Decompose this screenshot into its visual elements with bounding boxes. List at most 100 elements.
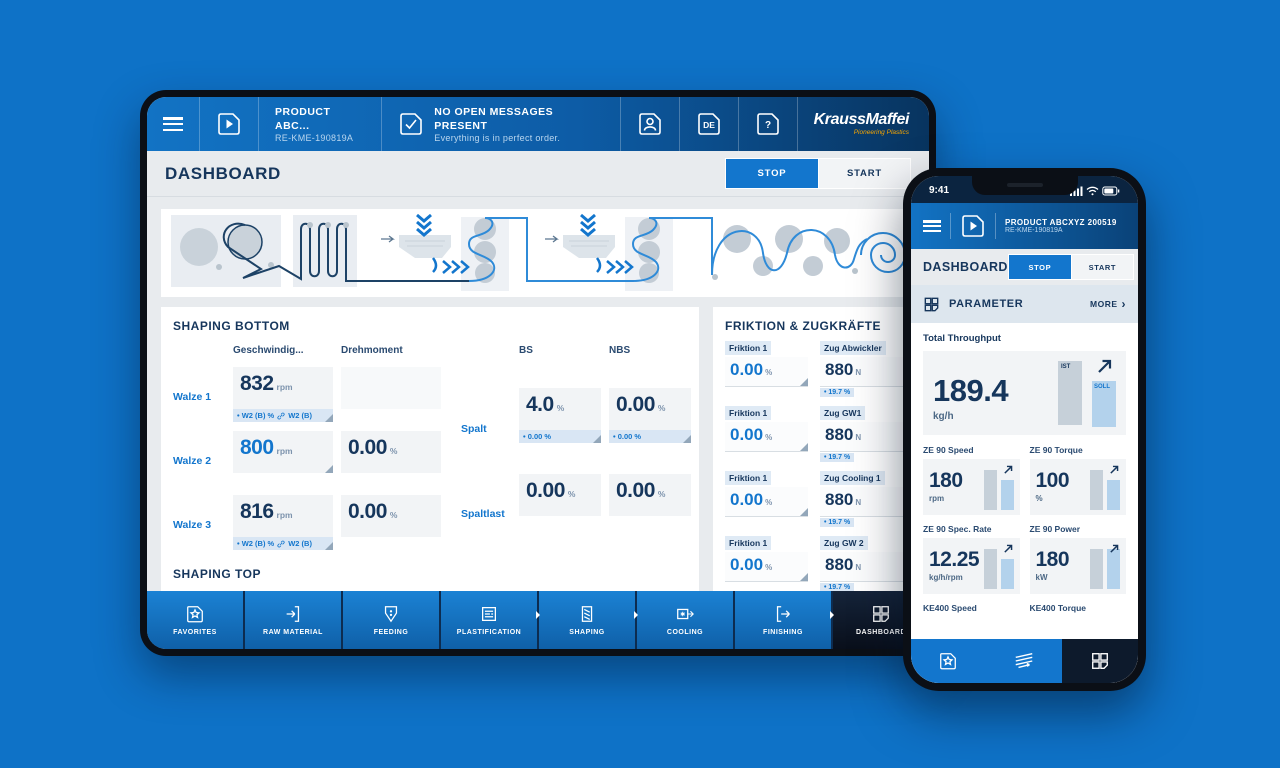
feeding-icon: [384, 606, 398, 623]
badge-text: • W2 (B) %: [237, 411, 275, 420]
value-cell: 816 rpm • W2 (B) % W2 (B): [233, 495, 333, 553]
friktion-value-field[interactable]: 0.00%: [725, 552, 808, 582]
setpoint-badge: • 19.7 %: [820, 518, 855, 527]
metric-unit: kW: [1035, 573, 1048, 582]
tablet-header: PRODUCT ABC... RE-KME-190819A NO OPEN ME…: [147, 97, 929, 151]
badge-text: • 0.00 %: [613, 432, 642, 442]
nav-label: FEEDING: [373, 629, 409, 636]
status-time: 9:41: [929, 185, 950, 196]
help-icon: ?: [756, 113, 779, 135]
unit: %: [765, 433, 773, 442]
speed-value-field[interactable]: 816 rpm: [233, 495, 333, 537]
unit: %: [765, 563, 773, 572]
stop-button[interactable]: STOP: [1008, 255, 1071, 279]
nav-item-finishing[interactable]: FINISHING: [735, 591, 834, 649]
setpoint-badge: • 19.7 %: [820, 388, 855, 397]
nav-item-feeding[interactable]: FEEDING: [343, 591, 439, 649]
card-label: Zug GW1: [820, 406, 866, 420]
metric-unit: %: [1035, 494, 1043, 503]
menu-button[interactable]: [147, 97, 200, 151]
nav-item-raw-material[interactable]: RAW MATERIAL: [245, 591, 341, 649]
ist-label: IST: [1061, 364, 1071, 370]
dashboard-grid-icon: [873, 606, 889, 622]
battery-icon: [1102, 186, 1120, 195]
shaping-bottom-title: SHAPING BOTTOM: [173, 319, 290, 333]
product-info[interactable]: PRODUCT ABC... RE-KME-190819A: [259, 97, 383, 151]
help-button[interactable]: ?: [737, 97, 797, 151]
nav-item-shaping[interactable]: SHAPING: [539, 591, 638, 649]
user-button[interactable]: [619, 97, 679, 151]
unit: N: [855, 433, 862, 442]
language-icon: DE: [697, 113, 720, 135]
trend-arrow-icon: [1003, 544, 1012, 553]
nav-item-plastification[interactable]: PLASTIFICATION: [441, 591, 540, 649]
throughput-unit: kg/h: [933, 411, 954, 422]
bs-value-field[interactable]: 4.0%: [519, 388, 601, 431]
phone-nav-main: [911, 639, 1063, 683]
speed-value-field[interactable]: 832 rpm: [233, 367, 333, 409]
messages-status[interactable]: NO OPEN MESSAGES PRESENT Everything is i…: [382, 97, 619, 151]
product-info[interactable]: PRODUCT ABCXYZ 200519 RE-KME-190819A: [1005, 218, 1117, 234]
bs-value-field: 0.00%: [519, 473, 601, 516]
metric-label: KE400 Torque: [1029, 603, 1087, 613]
divider: [950, 213, 951, 239]
stop-button[interactable]: STOP: [726, 159, 818, 188]
metric-value: 100: [1035, 469, 1070, 492]
nav-item-cooling[interactable]: COOLING: [637, 591, 733, 649]
nav-item-favorites[interactable]: [938, 651, 958, 671]
setpoint-badge: • W2 (B) % W2 (B): [233, 537, 333, 550]
nav-item-favorites[interactable]: FAVORITES: [147, 591, 243, 649]
metric-label: ZE 90 Torque: [1029, 445, 1083, 455]
more-button[interactable]: MORE ›: [1090, 298, 1126, 310]
machine-play-icon[interactable]: [960, 213, 986, 239]
hamburger-icon[interactable]: [923, 220, 941, 232]
parameter-row[interactable]: PARAMETER MORE ›: [911, 285, 1138, 323]
link-icon: [277, 540, 285, 547]
dashboard-grid-icon: [1092, 653, 1109, 669]
friktion-value-field[interactable]: 0.00%: [725, 487, 808, 517]
walze-table: Geschwindig... Drehmoment Walze 1 832 rpm…: [173, 341, 441, 553]
language-button[interactable]: DE: [678, 97, 738, 151]
value-cell: 0.00%: [341, 495, 441, 553]
start-button[interactable]: START: [818, 159, 910, 188]
unit: %: [657, 488, 666, 499]
metric-card: ZE 90 Torque 100%: [1029, 445, 1126, 515]
value: 4.0: [526, 393, 554, 417]
tablet-bottom-nav: FAVORITES RAW MATERIAL FEEDING PLASTIFIC…: [147, 591, 929, 649]
nav-item-shaping[interactable]: [1013, 651, 1035, 671]
friktion-value-field[interactable]: 0.00%: [725, 422, 808, 452]
row-label: Spalt: [461, 422, 487, 435]
machine-button[interactable]: [200, 97, 259, 151]
nav-item-dashboard[interactable]: [1062, 639, 1138, 683]
trend-arrow-icon: [1110, 544, 1119, 553]
metric-value: 12.25: [929, 548, 980, 571]
chevron-right-icon: ›: [1121, 297, 1126, 311]
start-button[interactable]: START: [1070, 255, 1133, 279]
speed-value-field[interactable]: 800 rpm: [233, 431, 333, 473]
setpoint-badge: • 19.7 %: [820, 583, 855, 592]
run-control: STOP START: [1007, 254, 1134, 280]
value: 0.00: [616, 478, 655, 502]
setpoint-badge: • 0.00 %: [519, 430, 601, 444]
unit: %: [765, 498, 773, 507]
card-label: Zug GW 2: [820, 536, 868, 550]
metric-label: ZE 90 Power: [1029, 524, 1081, 534]
unit: %: [765, 368, 773, 377]
value: 0.00: [348, 500, 387, 523]
unit: rpm: [276, 510, 293, 520]
badge-text: • W2 (B) %: [237, 539, 275, 548]
zug-card: Zug GW 2 880 N • 19.7 %: [820, 536, 903, 592]
card-label: Friktion 1: [725, 341, 772, 355]
throughput-value: 189.4: [933, 373, 1009, 408]
nav-arrow-icon: [830, 611, 834, 619]
run-control: STOP START: [725, 158, 911, 189]
nav-label: COOLING: [666, 629, 704, 636]
friktion-value-field[interactable]: 0.00%: [725, 357, 808, 387]
wifi-icon: [1086, 186, 1099, 195]
nbs-value-field: 0.00%: [609, 473, 691, 516]
mini-chart: [1090, 543, 1120, 589]
nbs-value-field[interactable]: 0.00%: [609, 388, 691, 431]
